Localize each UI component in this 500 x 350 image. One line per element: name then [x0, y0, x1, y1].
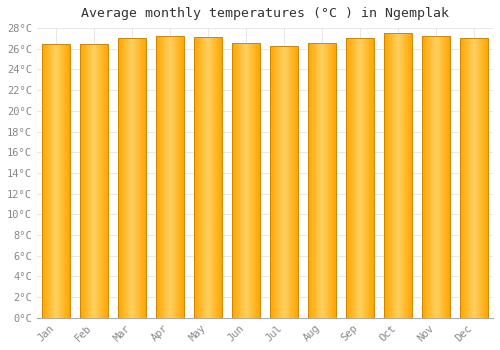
Bar	[42, 44, 70, 318]
Bar	[118, 38, 146, 318]
Title: Average monthly temperatures (°C ) in Ngemplak: Average monthly temperatures (°C ) in Ng…	[81, 7, 449, 20]
Bar	[422, 36, 450, 318]
Bar	[460, 38, 487, 318]
Bar	[80, 44, 108, 318]
Bar	[308, 43, 336, 318]
Bar	[270, 46, 297, 318]
Bar	[232, 43, 260, 318]
Bar	[384, 33, 411, 318]
Bar	[194, 37, 222, 318]
Bar	[346, 38, 374, 318]
Bar	[156, 36, 184, 318]
